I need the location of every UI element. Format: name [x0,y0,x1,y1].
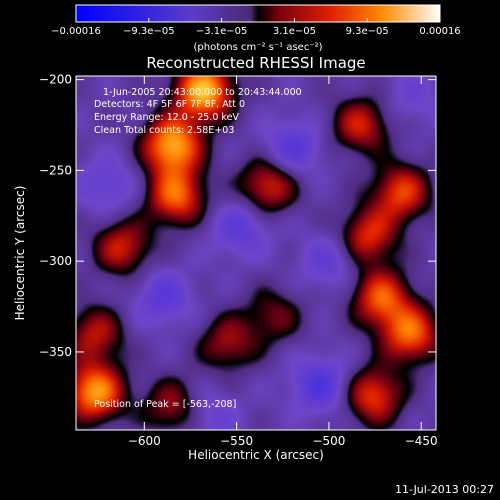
colorbar-tick-label: 9.3e−05 [346,26,389,37]
annotation-energy-range: Energy Range: 12.0 - 25.0 keV [94,112,239,123]
chart-title: Reconstructed RHESSI Image [146,54,365,72]
annotation-detectors: Detectors: 4F 5F 6F 7F 8F, Att 0 [94,99,245,110]
y-tick-labels: −200 −250 −300 −350 [39,73,72,359]
x-axis-label: Heliocentric X (arcsec) [188,448,324,462]
heatmap-image-container [76,76,436,430]
x-tick-labels: −600 −550 −500 −450 [128,434,438,448]
colorbar-tick-labels: −0.00016 −9.3e−05 −3.1e−05 3.1e−05 9.3e−05 0.… [51,26,461,37]
y-axis-label: Heliocentric Y (arcsec) [13,186,27,321]
x-tick-label: −600 [128,434,161,448]
colorbar-ticks [75,18,441,22]
y-tick-label: −300 [39,254,72,268]
y-tick-label: −350 [39,345,72,359]
colorbar-tick-label: 0.00016 [419,26,460,37]
y-tick-label: −250 [39,163,72,177]
colorbar [75,4,441,23]
colorbar-tick-label: −0.00016 [51,26,101,37]
heatmap-image [76,76,436,430]
x-tick-label: −550 [220,434,253,448]
y-tick-label: −200 [39,73,72,87]
timestamp: 11-Jul-2013 00:27 [394,483,494,496]
colorbar-tick-label: −9.3e−05 [123,26,175,37]
x-tick-label: −500 [312,434,345,448]
x-tick-label: −450 [405,434,438,448]
colorbar-units-label: (photons cm⁻² s⁻¹ asec⁻²) [193,42,322,53]
axis-ticks [76,76,436,430]
plot-frame [75,75,437,431]
annotation-counts: Clean Total counts: 2.58E+03 [94,125,234,136]
annotation-peak-position: Position of Peak = [-563,-208] [94,399,236,410]
colorbar-tick-label: −3.1e−05 [196,26,248,37]
annotation-time-range: 1-Jun-2005 20:43:00.000 to 20:43:44.000 [103,87,302,98]
colorbar-tick-label: 3.1e−05 [273,26,316,37]
